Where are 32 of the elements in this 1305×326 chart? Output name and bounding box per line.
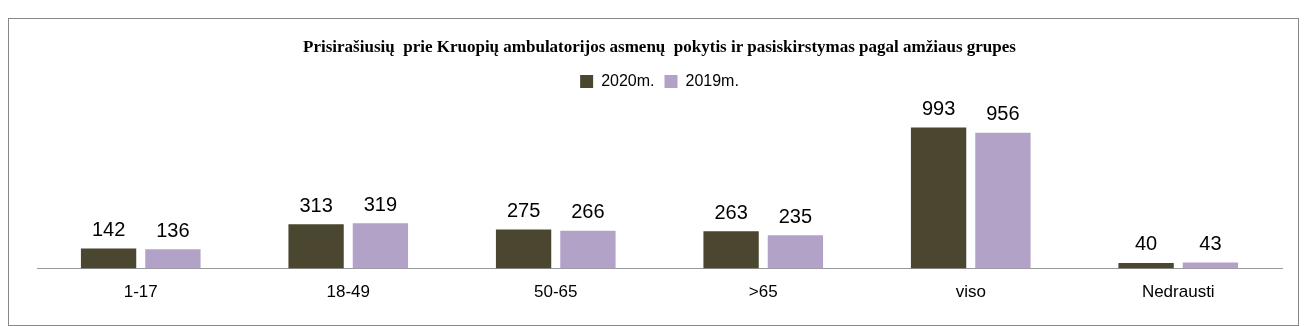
- data-label: 993: [921, 97, 956, 120]
- bar: [560, 230, 616, 269]
- bar: [495, 229, 552, 269]
- bar: [703, 231, 759, 269]
- x-tick-label: 50-65: [534, 282, 578, 302]
- data-label: 40: [1134, 232, 1158, 255]
- data-label: 313: [299, 193, 333, 216]
- x-tick-label: 1-17: [123, 282, 158, 302]
- data-label: 275: [506, 199, 541, 222]
- bar: [1182, 262, 1239, 269]
- data-label: 235: [778, 204, 813, 227]
- bar: [767, 235, 824, 269]
- data-label: 263: [714, 200, 748, 223]
- data-label: 266: [571, 200, 605, 223]
- bar: [288, 224, 344, 269]
- x-tick-label: 18-49: [326, 282, 370, 302]
- bar: [145, 249, 201, 269]
- x-tick-label: Nedrausti: [1141, 282, 1215, 302]
- bar: [910, 127, 967, 269]
- data-label: 956: [986, 102, 1020, 125]
- data-label: 136: [156, 218, 190, 241]
- x-tick-label: >65: [748, 282, 778, 302]
- data-label: 319: [363, 192, 398, 215]
- bar: [975, 132, 1031, 269]
- bar: [352, 223, 409, 269]
- x-tick-label: viso: [955, 282, 986, 302]
- bar: [80, 248, 137, 269]
- data-label: 43: [1199, 232, 1222, 255]
- data-label: 142: [91, 217, 126, 240]
- legend-label: 2020m.: [601, 71, 655, 89]
- legend-label: 2019m.: [685, 71, 739, 89]
- chart-title: Prisirašiusių prie Kruopių ambulatorijos asmenų pokytis ir pasiskirstymas pagal amžiaus grupes: [303, 36, 1017, 56]
